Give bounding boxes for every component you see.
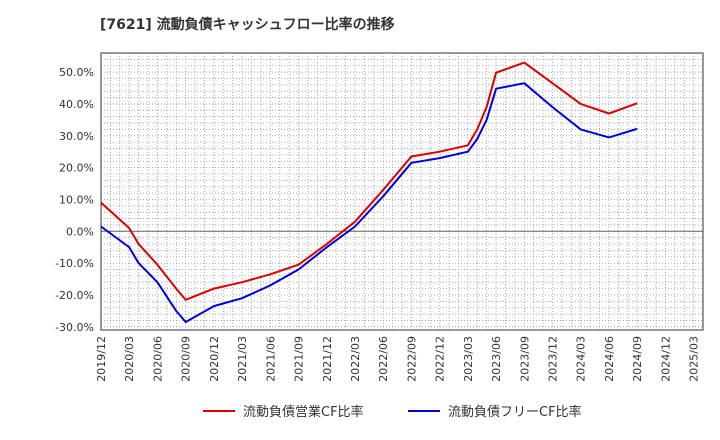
x-tick-label: 2020/03 bbox=[123, 336, 136, 382]
x-tick-label: 2022/03 bbox=[349, 336, 362, 382]
y-tick-label: -10.0% bbox=[55, 257, 94, 270]
x-tick-label: 2023/09 bbox=[518, 336, 531, 382]
y-tick-label: 30.0% bbox=[59, 130, 94, 143]
y-tick-label: 20.0% bbox=[59, 162, 94, 175]
series-line-1 bbox=[100, 61, 638, 301]
chart-title: [7621] 流動負債キャッシュフロー比率の推移 bbox=[100, 17, 395, 33]
x-tick-label: 2021/09 bbox=[293, 336, 306, 382]
x-tick-label: 2022/12 bbox=[434, 336, 447, 382]
x-tick-label: 2020/12 bbox=[208, 336, 221, 382]
x-tick-label: 2020/06 bbox=[151, 336, 164, 382]
x-tick-label: 2022/06 bbox=[377, 336, 390, 382]
x-tick-label: 2023/03 bbox=[462, 336, 475, 382]
y-tick-label: 40.0% bbox=[59, 98, 94, 111]
x-tick-label: 2025/03 bbox=[688, 336, 701, 382]
x-tick-label: 2021/03 bbox=[236, 336, 249, 382]
x-tick-label: 2023/06 bbox=[490, 336, 503, 382]
y-tick-label: -30.0% bbox=[55, 321, 94, 334]
x-tick-label: 2021/06 bbox=[264, 336, 277, 382]
x-tick-label: 2020/09 bbox=[180, 336, 193, 382]
y-tick-label: 10.0% bbox=[59, 193, 94, 206]
x-tick-label: 2024/12 bbox=[659, 336, 672, 382]
y-tick-label: 50.0% bbox=[59, 66, 94, 79]
plot-frame bbox=[100, 52, 704, 331]
x-tick-label: 2022/09 bbox=[405, 336, 418, 382]
x-tick-label: 2024/06 bbox=[603, 336, 616, 382]
x-tick-label: 2024/03 bbox=[575, 336, 588, 382]
y-tick-label: -20.0% bbox=[55, 289, 94, 302]
legend-label-2: 流動負債フリーCF比率 bbox=[448, 404, 582, 420]
y-tick-label: 0.0% bbox=[66, 225, 94, 238]
x-tick-label: 2023/12 bbox=[547, 336, 560, 382]
x-tick-label: 2024/09 bbox=[631, 336, 644, 382]
series-line-2 bbox=[100, 82, 638, 323]
x-tick-label: 2021/12 bbox=[321, 336, 334, 382]
x-tick-label: 2019/12 bbox=[95, 336, 108, 382]
legend-label-1: 流動負債営業CF比率 bbox=[243, 404, 364, 420]
